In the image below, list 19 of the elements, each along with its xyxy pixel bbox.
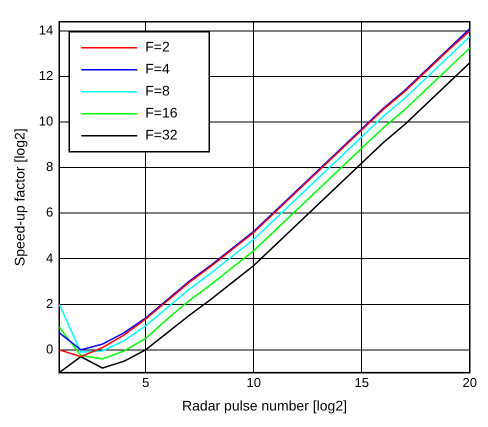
legend-label: F=8 (145, 82, 170, 99)
x-axis-title: Radar pulse number [log2] (182, 397, 348, 414)
y-axis-title: Speed-up factor [log2] (11, 128, 28, 266)
x-tick-label: 5 (142, 374, 150, 390)
y-tick-label: 6 (46, 204, 54, 220)
x-tick-label: 10 (246, 374, 261, 390)
y-tick-label: 8 (46, 159, 54, 174)
legend-label: F=16 (145, 104, 178, 121)
legend-label: F=32 (145, 126, 178, 143)
x-tick-label: 15 (354, 374, 369, 390)
legend-label: F=2 (145, 38, 170, 55)
y-tick-label: 2 (46, 296, 54, 311)
y-tick-label: 14 (38, 22, 54, 38)
y-tick-label: 4 (46, 250, 54, 266)
y-tick-label: 0 (46, 341, 54, 356)
legend-label: F=4 (145, 60, 170, 77)
y-tick-label: 12 (38, 68, 54, 84)
x-tick-label: 20 (462, 374, 478, 390)
y-tick-label: 10 (38, 114, 54, 129)
